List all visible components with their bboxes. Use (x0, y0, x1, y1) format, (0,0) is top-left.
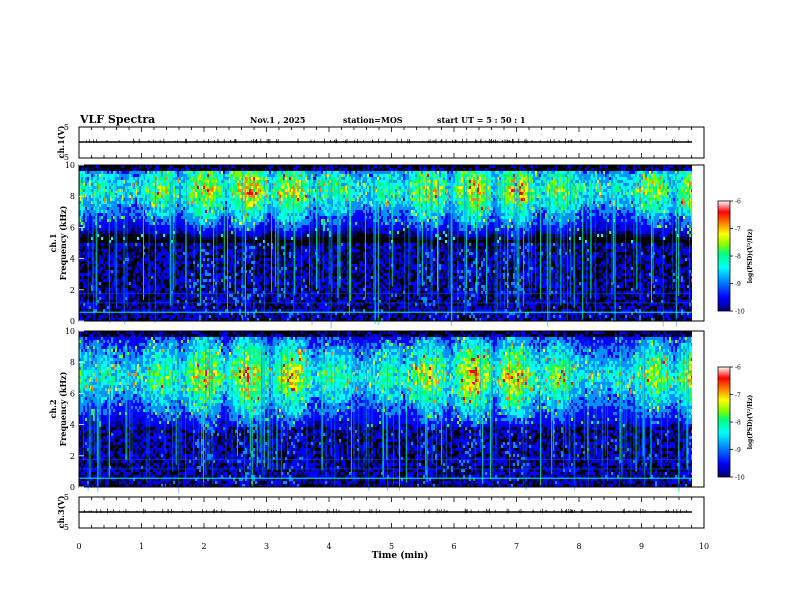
frequency-tick-label: 8 (70, 358, 75, 367)
ch2-colorbar: -6 -7 -8 -9 -10 log(PSD)(V²/Hz) (718, 365, 754, 482)
frequency-tick-label: 6 (70, 223, 75, 232)
ch1-spectrogram-unrecorded (692, 165, 704, 321)
frequency-tick-label: 10 (65, 327, 75, 336)
colorbar-tick-label: -8 (735, 254, 741, 261)
time-tick-label: 7 (514, 542, 519, 551)
time-tick-label: 2 (201, 542, 206, 551)
figure-title: VLF Spectra (79, 113, 155, 126)
frequency-tick-label: 4 (70, 421, 75, 430)
frequency-tick-label: 6 (70, 389, 75, 398)
frequency-tick-label: 4 (70, 255, 75, 264)
time-tick-label: 9 (639, 542, 644, 551)
ch1-spectrogram-ylabel-line2: Frequency (kHz) (58, 205, 68, 280)
colorbar-tick-label: -9 (735, 447, 741, 454)
frequency-tick-label: 10 (65, 161, 75, 170)
ch2-spectrogram-ylabel-line2: Frequency (kHz) (58, 371, 68, 446)
time-tick-label: 5 (389, 542, 394, 551)
ch1-spectrogram-image (79, 165, 695, 329)
frequency-tick-label: 0 (70, 483, 75, 492)
colorbar-tick-label: -8 (735, 420, 741, 427)
ch1-colorbar-gradient (718, 201, 730, 311)
ch2-spectrogram-panel: 0 2 4 6 8 10 ch.2 Frequency (kHz) (48, 327, 704, 493)
ch1-colorbar-label: log(PSD)(V²/Hz) (747, 229, 754, 284)
ch2-spectrogram-image (79, 331, 695, 493)
colorbar-tick-label: -6 (735, 365, 741, 372)
time-tick-label: 3 (264, 542, 269, 551)
ch2-colorbar-gradient (718, 367, 730, 477)
ch1-spectrogram-panel: 0 2 4 6 8 10 ch.1 Frequency (kHz) (48, 161, 704, 329)
ch1-waveform-ylabel: ch.1(V) (56, 125, 66, 158)
time-axis-tick-labels: 0 1 2 3 4 5 6 7 8 9 10 (76, 542, 709, 551)
colorbar-tick-label: -7 (735, 226, 741, 233)
time-axis-label: Time (min) (372, 550, 429, 561)
date-label: Nov.1 , 2025 (250, 115, 305, 125)
colorbar-tick-label: -7 (735, 392, 741, 399)
start-time-label: start UT = 5 : 50 : 1 (437, 115, 526, 125)
frequency-tick-label: 2 (70, 452, 75, 461)
colorbar-tick-label: -10 (735, 475, 745, 482)
time-tick-label: 0 (76, 542, 81, 551)
colorbar-tick-label: -6 (735, 199, 741, 206)
ch2-colorbar-label: log(PSD)(V²/Hz) (747, 395, 754, 450)
ch3-waveform-panel: 5 -5 ch.3(V) (56, 493, 704, 532)
ch1-colorbar: -6 -7 -8 -9 -10 log(PSD)(V²/Hz) (718, 199, 754, 316)
colorbar-tick-label: -9 (735, 281, 741, 288)
frequency-tick-label: 8 (70, 192, 75, 201)
ch1-spectrogram-ylabel-line1: ch.1 (48, 233, 58, 252)
time-tick-label: 1 (139, 542, 144, 551)
frequency-tick-label: 0 (70, 317, 75, 326)
time-tick-label: 6 (451, 542, 456, 551)
ch3-waveform-ylabel: ch.3(V) (56, 495, 66, 528)
time-tick-label: 8 (576, 542, 581, 551)
time-tick-label: 4 (326, 542, 331, 551)
station-label: station=MOS (343, 115, 403, 125)
ch2-spectrogram-unrecorded (692, 331, 704, 487)
frequency-tick-label: 2 (70, 286, 75, 295)
ch2-spectrogram-ylabel-line1: ch.2 (48, 399, 58, 418)
colorbar-tick-label: -10 (735, 309, 745, 316)
time-tick-label: 10 (699, 542, 709, 551)
